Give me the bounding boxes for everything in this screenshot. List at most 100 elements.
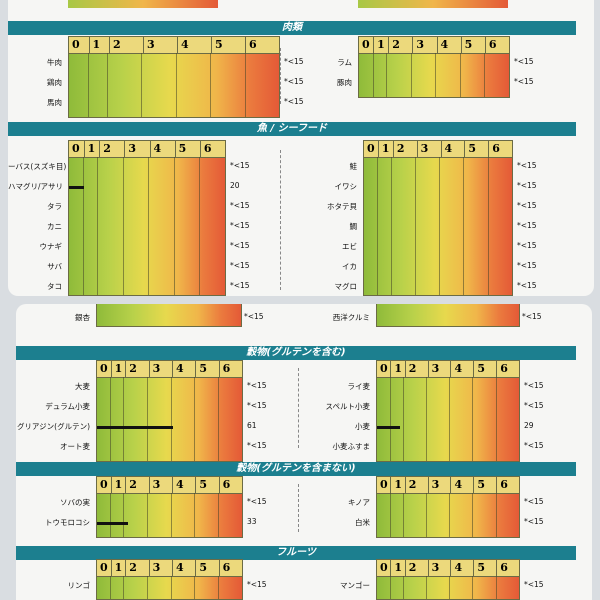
grid-line	[110, 493, 112, 537]
row-label: ソバの実	[60, 498, 90, 507]
scale-tick-4: 4	[450, 560, 473, 576]
row-value: *<15	[524, 497, 544, 506]
grid-line	[210, 53, 212, 117]
row-value: *<15	[514, 57, 534, 66]
row-value: 33	[247, 517, 257, 526]
scale-tick-6: 6	[496, 477, 519, 493]
row-value: *<15	[247, 497, 267, 506]
row-value: *<15	[247, 381, 267, 390]
row-label: 馬肉	[47, 98, 62, 107]
scale-tick-0: 0	[380, 478, 388, 491]
column-divider	[298, 484, 300, 532]
scale-tick-3: 3	[416, 141, 441, 157]
grid-line	[106, 53, 108, 117]
scale-tick-1: 1	[88, 37, 110, 53]
grid-line	[402, 576, 404, 599]
scale-tick-5: 5	[473, 361, 496, 377]
grid-line	[484, 53, 486, 97]
row-value: *<15	[517, 241, 537, 250]
grid-line	[141, 53, 143, 117]
row-label: デュラム小麦	[45, 402, 90, 411]
row-value: *<15	[517, 201, 537, 210]
row-value: 20	[230, 181, 240, 190]
scale-tick-2: 2	[392, 141, 417, 157]
section-header-grains-gluten: 穀物(グルテンを含む)	[16, 346, 576, 360]
row-label: リンゴ	[67, 581, 91, 590]
grid-line	[389, 576, 391, 599]
scale-tick-0: 0	[72, 38, 80, 51]
grid-line	[425, 576, 427, 599]
grid-line	[123, 493, 125, 537]
grid-line	[495, 377, 497, 461]
scale-tick-6: 6	[218, 361, 242, 377]
row-value: *<15	[230, 261, 250, 270]
chart-nuts-left	[96, 304, 242, 327]
row-value: *<15	[230, 201, 250, 210]
row-label: 牛肉	[47, 58, 62, 67]
scale-tick-2: 2	[125, 361, 148, 377]
scale-tick-4: 4	[436, 37, 461, 53]
row-value: *<15	[524, 441, 544, 450]
grid-line	[194, 493, 196, 537]
row-value: *<15	[247, 441, 267, 450]
scale-tick-0: 0	[100, 478, 108, 491]
grid-line	[146, 576, 148, 599]
scale-tick-2: 2	[404, 361, 428, 377]
row-label: グリアジン(グルテン)	[16, 422, 90, 431]
scale-tick-1: 1	[390, 361, 404, 377]
scale-tick-4: 4	[440, 141, 465, 157]
row-value: *<15	[514, 77, 534, 86]
scale-tick-0: 0	[100, 561, 108, 574]
column-divider	[298, 368, 300, 448]
row-label: ライ麦	[347, 382, 371, 391]
row-label: イワシ	[334, 182, 358, 191]
row-label: ホタテ貝	[327, 202, 357, 211]
row-label: ウナギ	[39, 242, 63, 251]
grid-line	[439, 157, 441, 295]
scale-tick-1: 1	[110, 477, 126, 493]
scale-tick-0: 0	[362, 38, 370, 51]
row-label: マンゴー	[340, 581, 370, 590]
row-value: *<15	[522, 312, 542, 321]
scale-tick-3: 3	[412, 37, 436, 53]
grid-line	[218, 493, 220, 537]
row-value: *<15	[284, 97, 304, 106]
scale-tick-6: 6	[218, 560, 242, 576]
scale-tick-2: 2	[125, 477, 148, 493]
grid-line	[390, 157, 392, 295]
gradient-fill	[97, 576, 242, 599]
scale-tick-3: 3	[143, 37, 177, 53]
scale-tick-4: 4	[171, 361, 195, 377]
row-label: 大麦	[75, 382, 90, 391]
scale-tick-0: 0	[100, 362, 108, 375]
result-bar	[69, 186, 85, 189]
scale-tick-6: 6	[488, 141, 512, 157]
grid-line	[449, 377, 451, 461]
grid-line	[402, 377, 404, 461]
grid-line	[389, 377, 391, 461]
scale-tick-2: 2	[404, 560, 428, 576]
grid-line	[123, 576, 125, 599]
row-value: 29	[524, 421, 534, 430]
grid-line	[123, 377, 125, 461]
section-header-meat: 肉類	[8, 21, 576, 35]
scale-tick-3: 3	[148, 477, 172, 493]
scale-tick-1: 1	[390, 560, 404, 576]
scale-tick-2: 2	[109, 37, 143, 53]
row-value: *<15	[517, 161, 537, 170]
scale-tick-5: 5	[195, 477, 218, 493]
grid-line	[87, 53, 89, 117]
grid-line	[218, 576, 220, 599]
row-label: 鮭	[349, 162, 358, 171]
scale-tick-5: 5	[473, 477, 496, 493]
grid-line	[472, 576, 474, 599]
